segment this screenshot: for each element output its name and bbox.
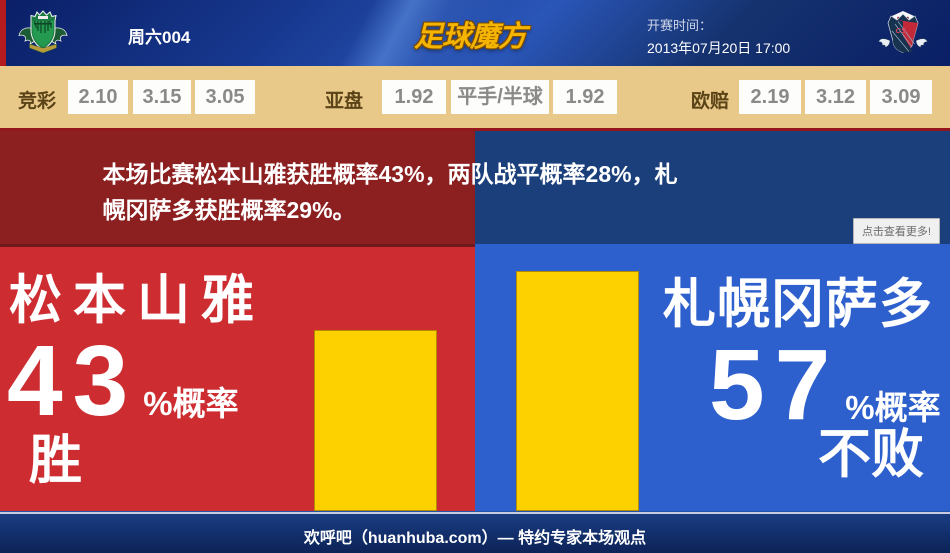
svg-text:CS: CS bbox=[896, 26, 906, 35]
